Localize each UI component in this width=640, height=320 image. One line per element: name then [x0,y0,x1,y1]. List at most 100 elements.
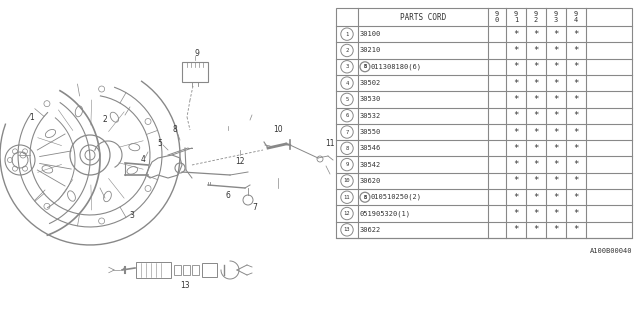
Text: 9: 9 [195,50,200,59]
Text: 30542: 30542 [360,162,381,168]
Text: *: * [513,160,518,169]
Text: 13: 13 [344,227,350,232]
Text: 10: 10 [344,179,350,183]
Text: *: * [513,95,518,104]
Text: *: * [554,46,559,55]
Text: *: * [573,111,579,120]
Text: *: * [554,95,559,104]
Text: 3: 3 [129,211,134,220]
Text: 12: 12 [236,157,244,166]
Text: *: * [554,144,559,153]
Bar [336,8,632,238]
Text: 9
3: 9 3 [554,11,558,23]
Text: 13: 13 [180,281,190,290]
Text: *: * [554,30,559,39]
Text: 8: 8 [346,146,349,151]
Text: 2: 2 [346,48,349,53]
Text: B: B [364,64,367,69]
Text: 30210: 30210 [360,47,381,53]
Text: *: * [513,127,518,137]
Bar [174,265,181,275]
Text: 30532: 30532 [360,113,381,119]
Text: B: B [364,195,367,200]
Text: *: * [573,160,579,169]
Text: *: * [533,46,539,55]
Text: 5: 5 [157,139,163,148]
Text: *: * [513,111,518,120]
Text: *: * [513,30,518,39]
Text: *: * [513,225,518,234]
Text: 3: 3 [346,64,349,69]
Text: *: * [554,193,559,202]
Text: *: * [533,127,539,137]
Text: 30502: 30502 [360,80,381,86]
Text: *: * [573,209,579,218]
Text: *: * [573,176,579,185]
Text: *: * [573,95,579,104]
Text: 11: 11 [344,195,350,200]
Bar [192,265,199,275]
Text: 8: 8 [173,125,177,134]
Text: 30550: 30550 [360,129,381,135]
Bar [183,265,190,275]
Text: *: * [554,127,559,137]
Text: *: * [533,176,539,185]
Text: 30530: 30530 [360,96,381,102]
Text: 12: 12 [344,211,350,216]
Text: *: * [513,144,518,153]
Text: 051905320(1): 051905320(1) [360,210,411,217]
Text: 7: 7 [346,130,349,134]
Text: *: * [554,79,559,88]
Bar [182,62,208,82]
Text: 4: 4 [141,156,145,164]
Text: 30622: 30622 [360,227,381,233]
Text: 10: 10 [273,125,283,134]
Text: 5: 5 [346,97,349,102]
Text: *: * [513,193,518,202]
Text: *: * [513,79,518,88]
Text: *: * [533,62,539,71]
Text: 1: 1 [346,32,349,37]
Text: 9
2: 9 2 [534,11,538,23]
Text: 9: 9 [346,162,349,167]
Text: *: * [513,176,518,185]
Text: 30546: 30546 [360,145,381,151]
Text: *: * [533,79,539,88]
Text: *: * [554,160,559,169]
Text: *: * [554,62,559,71]
Text: 9
0: 9 0 [495,11,499,23]
Text: 30620: 30620 [360,178,381,184]
Text: *: * [573,79,579,88]
Text: *: * [533,144,539,153]
Text: *: * [533,160,539,169]
Text: *: * [554,111,559,120]
Text: *: * [573,225,579,234]
Text: 9
1: 9 1 [514,11,518,23]
Text: *: * [573,193,579,202]
Text: *: * [533,209,539,218]
Text: PARTS CORD: PARTS CORD [400,12,446,21]
Text: 2: 2 [102,116,108,124]
Text: 11: 11 [325,140,335,148]
Text: 4: 4 [346,81,349,85]
Text: *: * [554,209,559,218]
Text: *: * [533,30,539,39]
Text: *: * [554,176,559,185]
Text: *: * [533,193,539,202]
Text: 6: 6 [346,113,349,118]
Text: *: * [573,46,579,55]
Bar [202,263,217,277]
Text: *: * [513,209,518,218]
Text: A100B00040: A100B00040 [589,248,632,254]
Text: 6: 6 [225,191,230,201]
Text: *: * [533,225,539,234]
Text: *: * [573,144,579,153]
Text: *: * [573,30,579,39]
Text: *: * [573,127,579,137]
Text: *: * [533,111,539,120]
Bar [136,262,171,278]
Text: 011308180(6): 011308180(6) [371,63,422,70]
Text: 9
4: 9 4 [574,11,578,23]
Text: 7: 7 [253,203,257,212]
Text: *: * [513,46,518,55]
